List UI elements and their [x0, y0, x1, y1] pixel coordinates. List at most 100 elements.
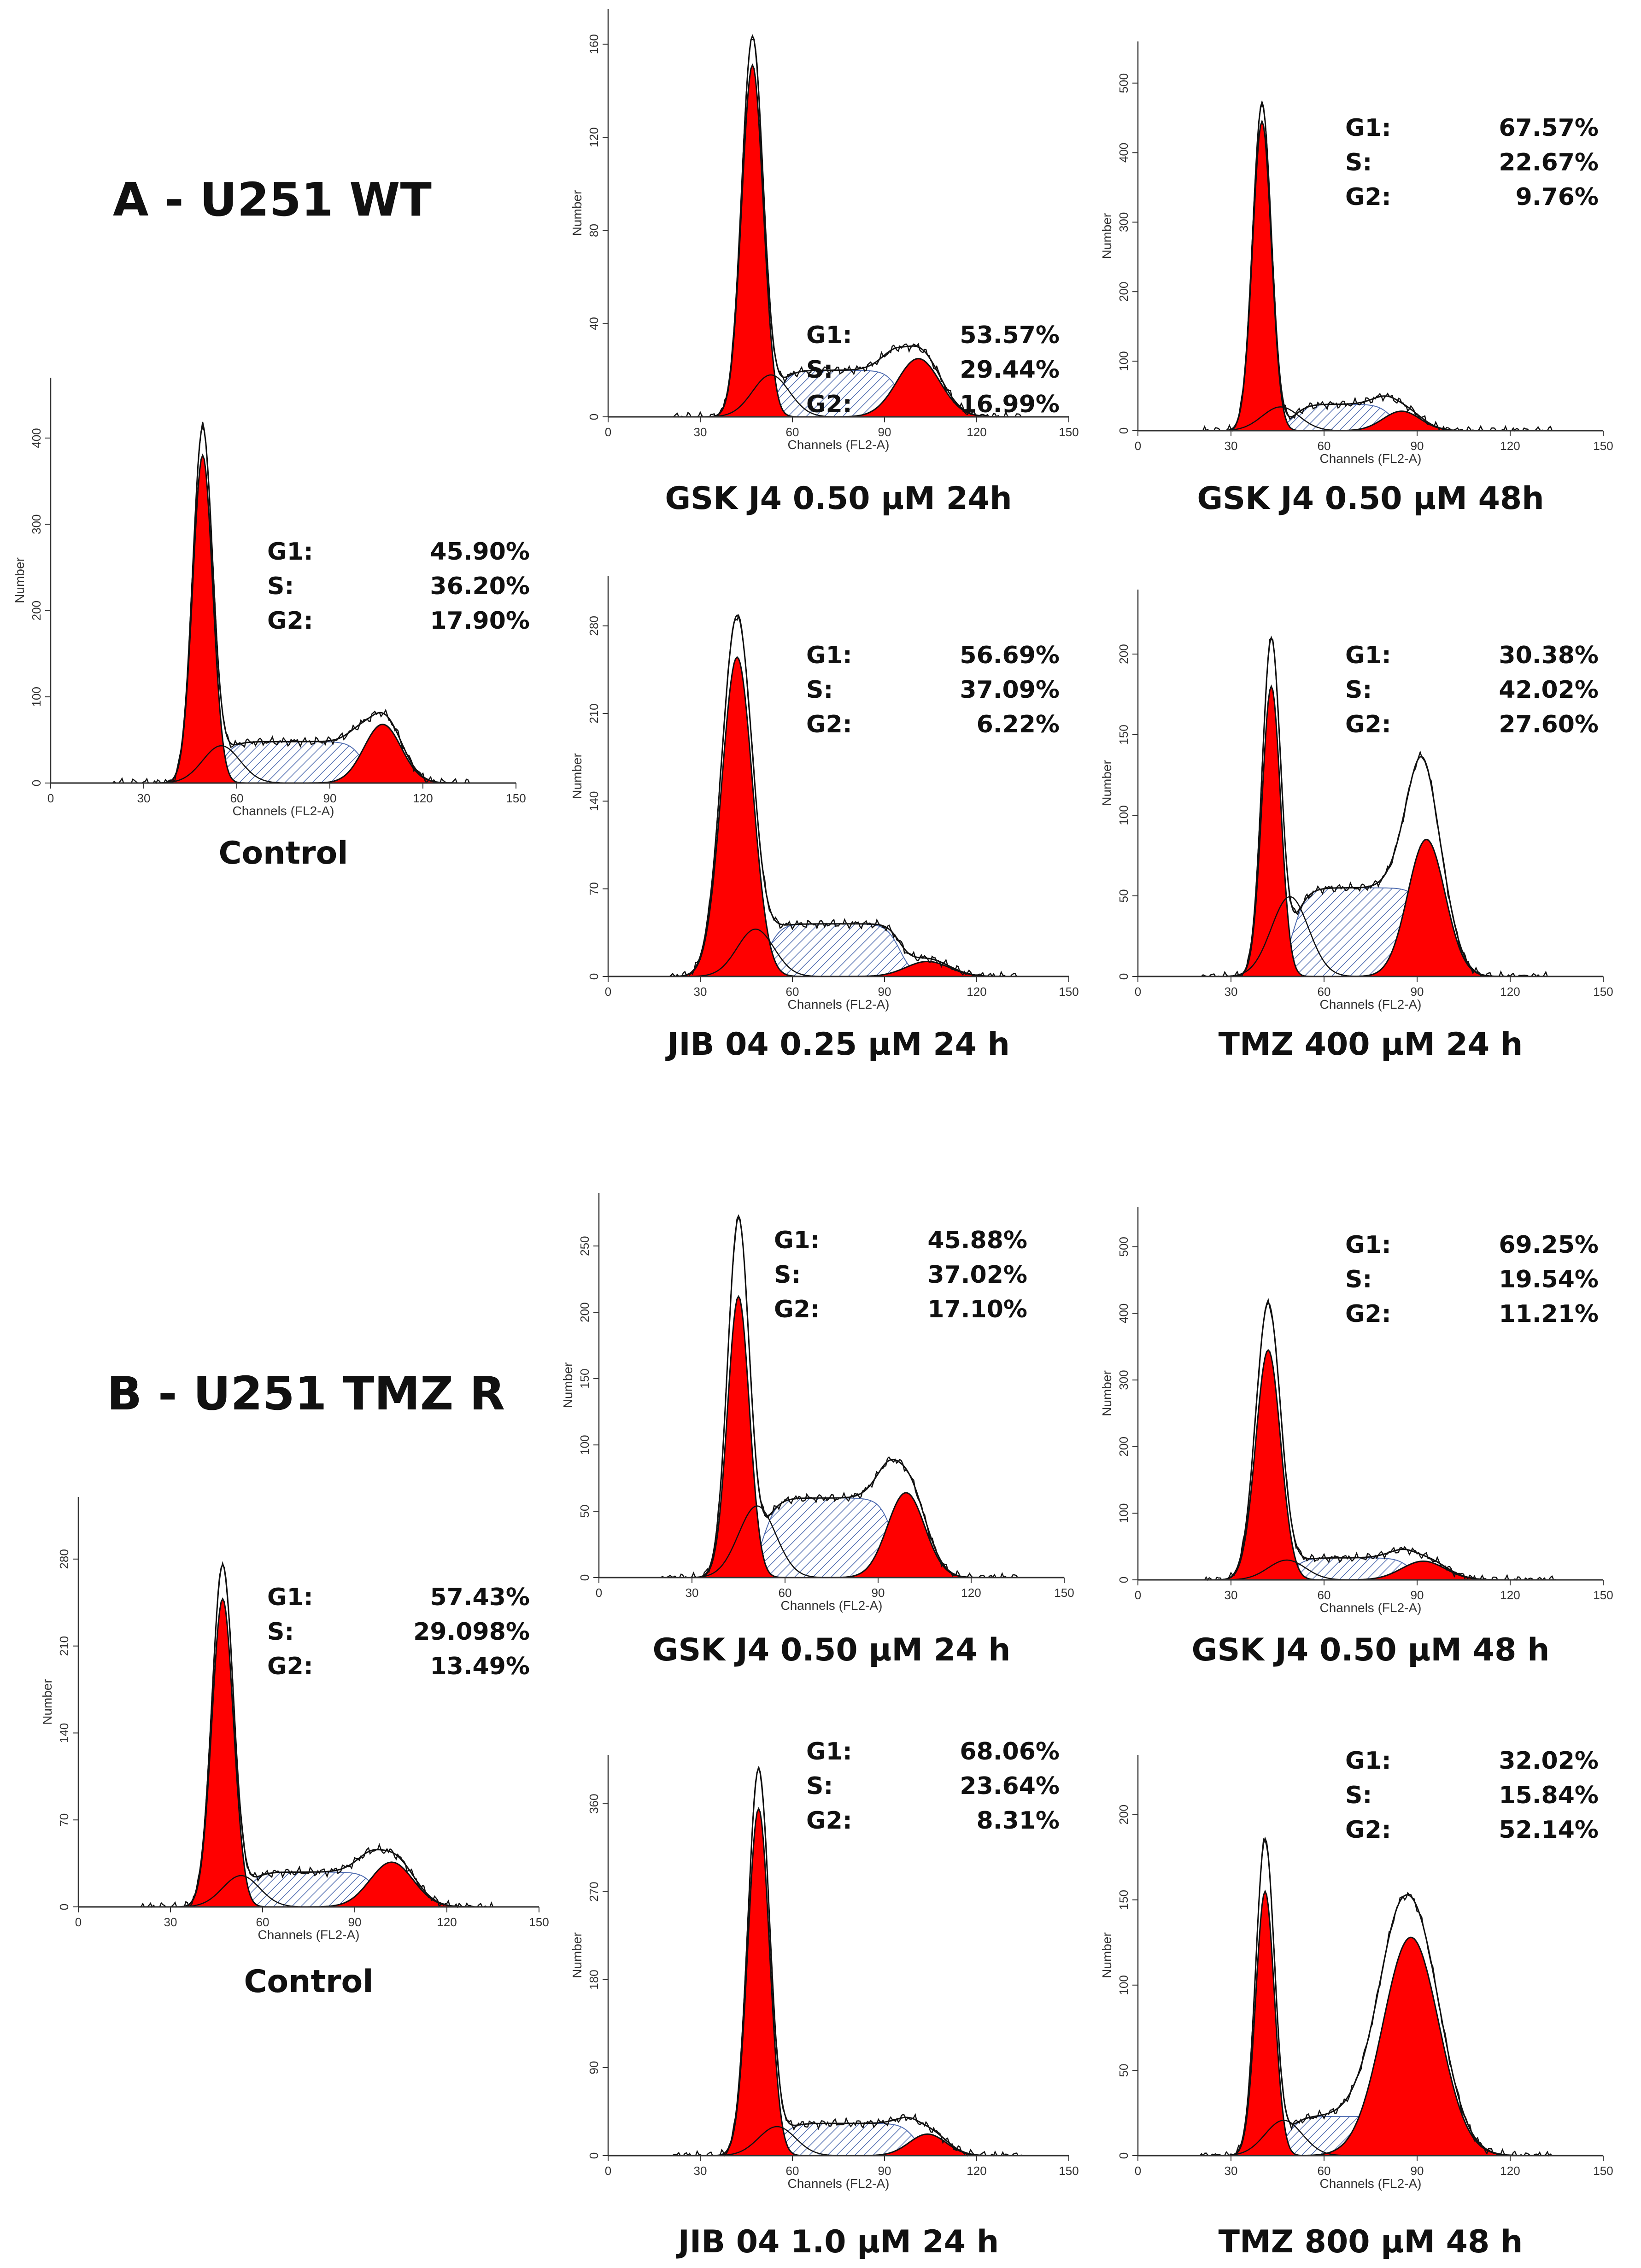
- y-tick-label: 200: [1117, 1805, 1131, 1824]
- stat-value: 45.88%: [927, 1227, 1027, 1254]
- area-g1-phase: [608, 1806, 1069, 2157]
- x-tick-label: 60: [786, 985, 799, 999]
- x-tick-label: 30: [1225, 439, 1238, 453]
- x-tick-label: 60: [256, 1915, 270, 1929]
- x-tick-label: 0: [1135, 1588, 1141, 1602]
- x-tick-label: 120: [967, 985, 986, 999]
- area-s-phase: [1138, 887, 1603, 977]
- stat-value: 32.02%: [1499, 1747, 1599, 1775]
- y-tick-label: 0: [29, 780, 43, 786]
- y-tick-label: 200: [1117, 1437, 1131, 1456]
- curve-histogram: [1138, 99, 1603, 432]
- y-axis-label: Number: [570, 1932, 584, 1978]
- stat-value: 22.67%: [1499, 149, 1599, 176]
- histogram-panel-b-gsk-24h: 0 30 60 90 120 150 0 50 100 150 200 250 Channels (FL…: [561, 1193, 1074, 1668]
- x-tick-label: 60: [1318, 439, 1331, 453]
- stat-label: G2:: [806, 1807, 852, 1835]
- y-tick-label: 40: [587, 317, 601, 330]
- x-tick-label: 90: [878, 425, 891, 439]
- x-tick-label: 30: [164, 1915, 177, 1929]
- y-tick-label: 280: [587, 616, 601, 636]
- y-tick-label: 500: [1117, 1237, 1131, 1257]
- stat-label: G1:: [267, 1584, 313, 1611]
- stat-label: G1:: [806, 642, 852, 669]
- y-tick-label: 360: [587, 1794, 601, 1813]
- x-axis-label: Channels (FL2-A): [1320, 997, 1422, 1011]
- y-tick-label: 300: [29, 514, 43, 534]
- y-tick-label: 400: [1117, 1304, 1131, 1323]
- stat-value: 42.02%: [1499, 676, 1599, 704]
- y-tick-label: 0: [1117, 973, 1131, 980]
- y-tick-label: 200: [29, 601, 43, 620]
- y-tick-label: 250: [578, 1236, 592, 1256]
- x-tick-label: 150: [506, 791, 526, 805]
- x-axis-label: Channels (FL2-A): [781, 1598, 883, 1613]
- stat-label: G1:: [1345, 1747, 1391, 1775]
- curve-histogram: [51, 421, 516, 784]
- y-tick-label: 150: [578, 1368, 592, 1388]
- x-axis-label: Channels (FL2-A): [788, 438, 890, 452]
- y-tick-label: 200: [1117, 282, 1131, 302]
- stat-value: 68.06%: [960, 1738, 1060, 1765]
- y-tick-label: 210: [57, 1636, 71, 1656]
- x-tick-label: 150: [529, 1915, 549, 1929]
- stat-value: 36.20%: [430, 573, 530, 600]
- stat-value: 52.14%: [1499, 1816, 1599, 1844]
- x-tick-label: 0: [605, 985, 611, 999]
- stat-label: S:: [267, 1618, 294, 1646]
- stat-label: G2:: [1345, 183, 1391, 211]
- x-tick-label: 120: [967, 2164, 986, 2178]
- stat-value: 53.57%: [960, 321, 1060, 349]
- stat-value: 29.44%: [960, 356, 1060, 384]
- stat-value: 19.54%: [1499, 1266, 1599, 1293]
- stat-value: 13.49%: [430, 1653, 530, 1680]
- area-s-phase: [1138, 1557, 1603, 1580]
- y-tick-label: 100: [1117, 805, 1131, 825]
- x-tick-label: 90: [878, 2164, 891, 2178]
- x-tick-label: 0: [1135, 439, 1141, 453]
- y-tick-label: 300: [1117, 1370, 1131, 1390]
- histogram-panel-b-jib-1h: 0 30 60 90 120 150 0 90 180 270 360 Channels (FL2-A…: [570, 1738, 1079, 2260]
- y-tick-label: 270: [587, 1882, 601, 1901]
- stat-value: 27.60%: [1499, 711, 1599, 738]
- y-axis-label: Number: [561, 1362, 575, 1409]
- stat-value: 30.38%: [1499, 642, 1599, 669]
- x-tick-label: 150: [1593, 2164, 1613, 2178]
- stat-label: G2:: [1345, 711, 1391, 738]
- stat-value: 56.69%: [960, 642, 1060, 669]
- curve-histogram: [1138, 1298, 1603, 1581]
- x-tick-label: 90: [1411, 2164, 1424, 2178]
- stat-label: S:: [806, 1772, 833, 1800]
- y-tick-label: 50: [578, 1505, 592, 1518]
- stat-label: S:: [1345, 1782, 1372, 1809]
- x-tick-label: 0: [1135, 2164, 1141, 2178]
- panel-caption: JIB 04 0.25 µM 24 h: [665, 1026, 1010, 1063]
- panel-caption: GSK J4 0.50 µM 24 h: [653, 1632, 1011, 1668]
- y-axis-label: Number: [40, 1679, 54, 1725]
- x-tick-label: 60: [1318, 2164, 1331, 2178]
- y-tick-label: 200: [578, 1302, 592, 1322]
- y-tick-label: 100: [29, 687, 43, 707]
- section-a-title: A - U251 WT: [113, 173, 432, 227]
- y-tick-label: 160: [587, 34, 601, 54]
- y-tick-label: 120: [587, 127, 601, 147]
- x-axis-label: Channels (FL2-A): [1320, 451, 1422, 466]
- curve-histogram: [608, 614, 1069, 978]
- y-axis-label: Number: [1100, 1932, 1114, 1978]
- x-tick-label: 30: [694, 2164, 707, 2178]
- y-tick-label: 0: [587, 414, 601, 420]
- area-s-phase: [599, 1497, 1064, 1578]
- y-tick-label: 0: [578, 1574, 592, 1581]
- y-tick-label: 180: [587, 1970, 601, 1989]
- panel-caption: GSK J4 0.50 µM 48 h: [1192, 1632, 1550, 1668]
- panel-caption: Control: [218, 835, 348, 871]
- stat-label: S:: [774, 1261, 801, 1289]
- y-tick-label: 100: [1117, 351, 1131, 371]
- x-tick-label: 120: [1500, 985, 1520, 999]
- curve-histogram: [1138, 1838, 1603, 2157]
- curve-histogram: [78, 1561, 539, 1908]
- x-axis-label: Channels (FL2-A): [1320, 2176, 1422, 2191]
- y-tick-label: 150: [1117, 1890, 1131, 1910]
- stat-label: G2:: [1345, 1816, 1391, 1844]
